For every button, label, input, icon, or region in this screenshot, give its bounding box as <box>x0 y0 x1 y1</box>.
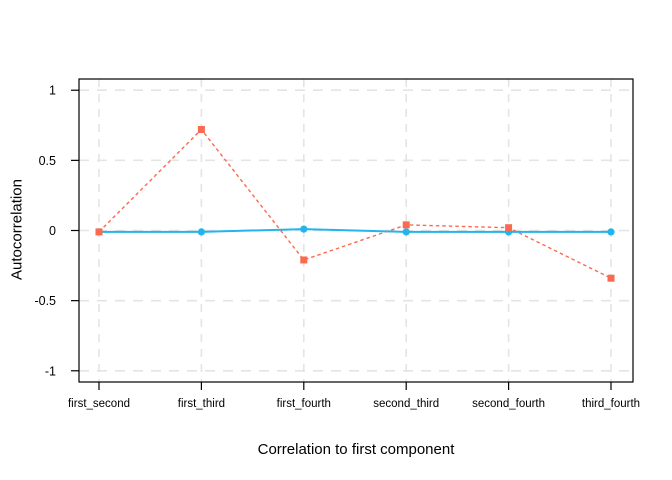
y-tick-label: 0.5 <box>39 154 56 168</box>
series-line-red-dashed-squares <box>98 128 612 279</box>
data-point-square <box>505 224 513 232</box>
y-tick-label: -0.5 <box>34 294 56 308</box>
data-point-circle <box>607 228 615 236</box>
data-point-square <box>300 256 308 264</box>
data-point-square <box>607 274 615 282</box>
y-tick-label: 0 <box>49 224 56 238</box>
x-tick-label: third_fourth <box>582 398 640 410</box>
x-tick-label: second_fourth <box>472 398 545 410</box>
y-tick-label: 1 <box>49 84 56 98</box>
data-point-circle <box>300 225 308 233</box>
x-tick-label: first_third <box>178 398 225 410</box>
x-tick-label: first_second <box>68 398 130 410</box>
series-line-cyan-solid-circles <box>99 228 611 233</box>
y-axis-title: Autocorrelation <box>8 179 26 280</box>
x-tick-label: second_third <box>373 398 439 410</box>
x-axis-title: Correlation to first component <box>257 441 455 458</box>
x-tick-label: first_fourth <box>277 398 331 410</box>
y-tick-label: -1 <box>45 364 56 378</box>
data-point-square <box>197 126 205 133</box>
data-point-square <box>95 228 103 236</box>
data-point-circle <box>197 228 205 236</box>
data-point-square <box>402 221 410 229</box>
data-point-circle <box>402 228 410 236</box>
